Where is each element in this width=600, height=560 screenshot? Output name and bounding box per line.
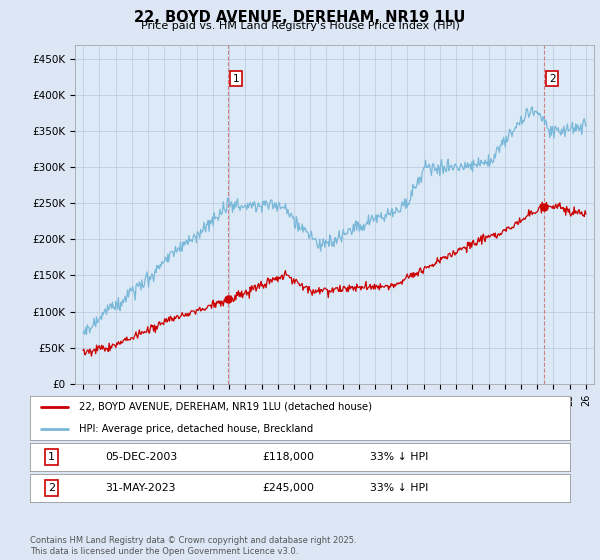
Text: £245,000: £245,000 <box>262 483 314 493</box>
Text: Price paid vs. HM Land Registry's House Price Index (HPI): Price paid vs. HM Land Registry's House … <box>140 21 460 31</box>
Text: 22, BOYD AVENUE, DEREHAM, NR19 1LU (detached house): 22, BOYD AVENUE, DEREHAM, NR19 1LU (deta… <box>79 402 371 412</box>
Text: 1: 1 <box>233 73 239 83</box>
Text: 31-MAY-2023: 31-MAY-2023 <box>106 483 176 493</box>
Text: 33% ↓ HPI: 33% ↓ HPI <box>370 452 428 462</box>
Text: 05-DEC-2003: 05-DEC-2003 <box>106 452 178 462</box>
Text: 2: 2 <box>48 483 55 493</box>
Text: £118,000: £118,000 <box>262 452 314 462</box>
Text: 1: 1 <box>48 452 55 462</box>
Text: 2: 2 <box>549 73 556 83</box>
Text: 22, BOYD AVENUE, DEREHAM, NR19 1LU: 22, BOYD AVENUE, DEREHAM, NR19 1LU <box>134 10 466 25</box>
Text: 33% ↓ HPI: 33% ↓ HPI <box>370 483 428 493</box>
Text: Contains HM Land Registry data © Crown copyright and database right 2025.
This d: Contains HM Land Registry data © Crown c… <box>30 536 356 556</box>
Text: HPI: Average price, detached house, Breckland: HPI: Average price, detached house, Brec… <box>79 424 313 433</box>
